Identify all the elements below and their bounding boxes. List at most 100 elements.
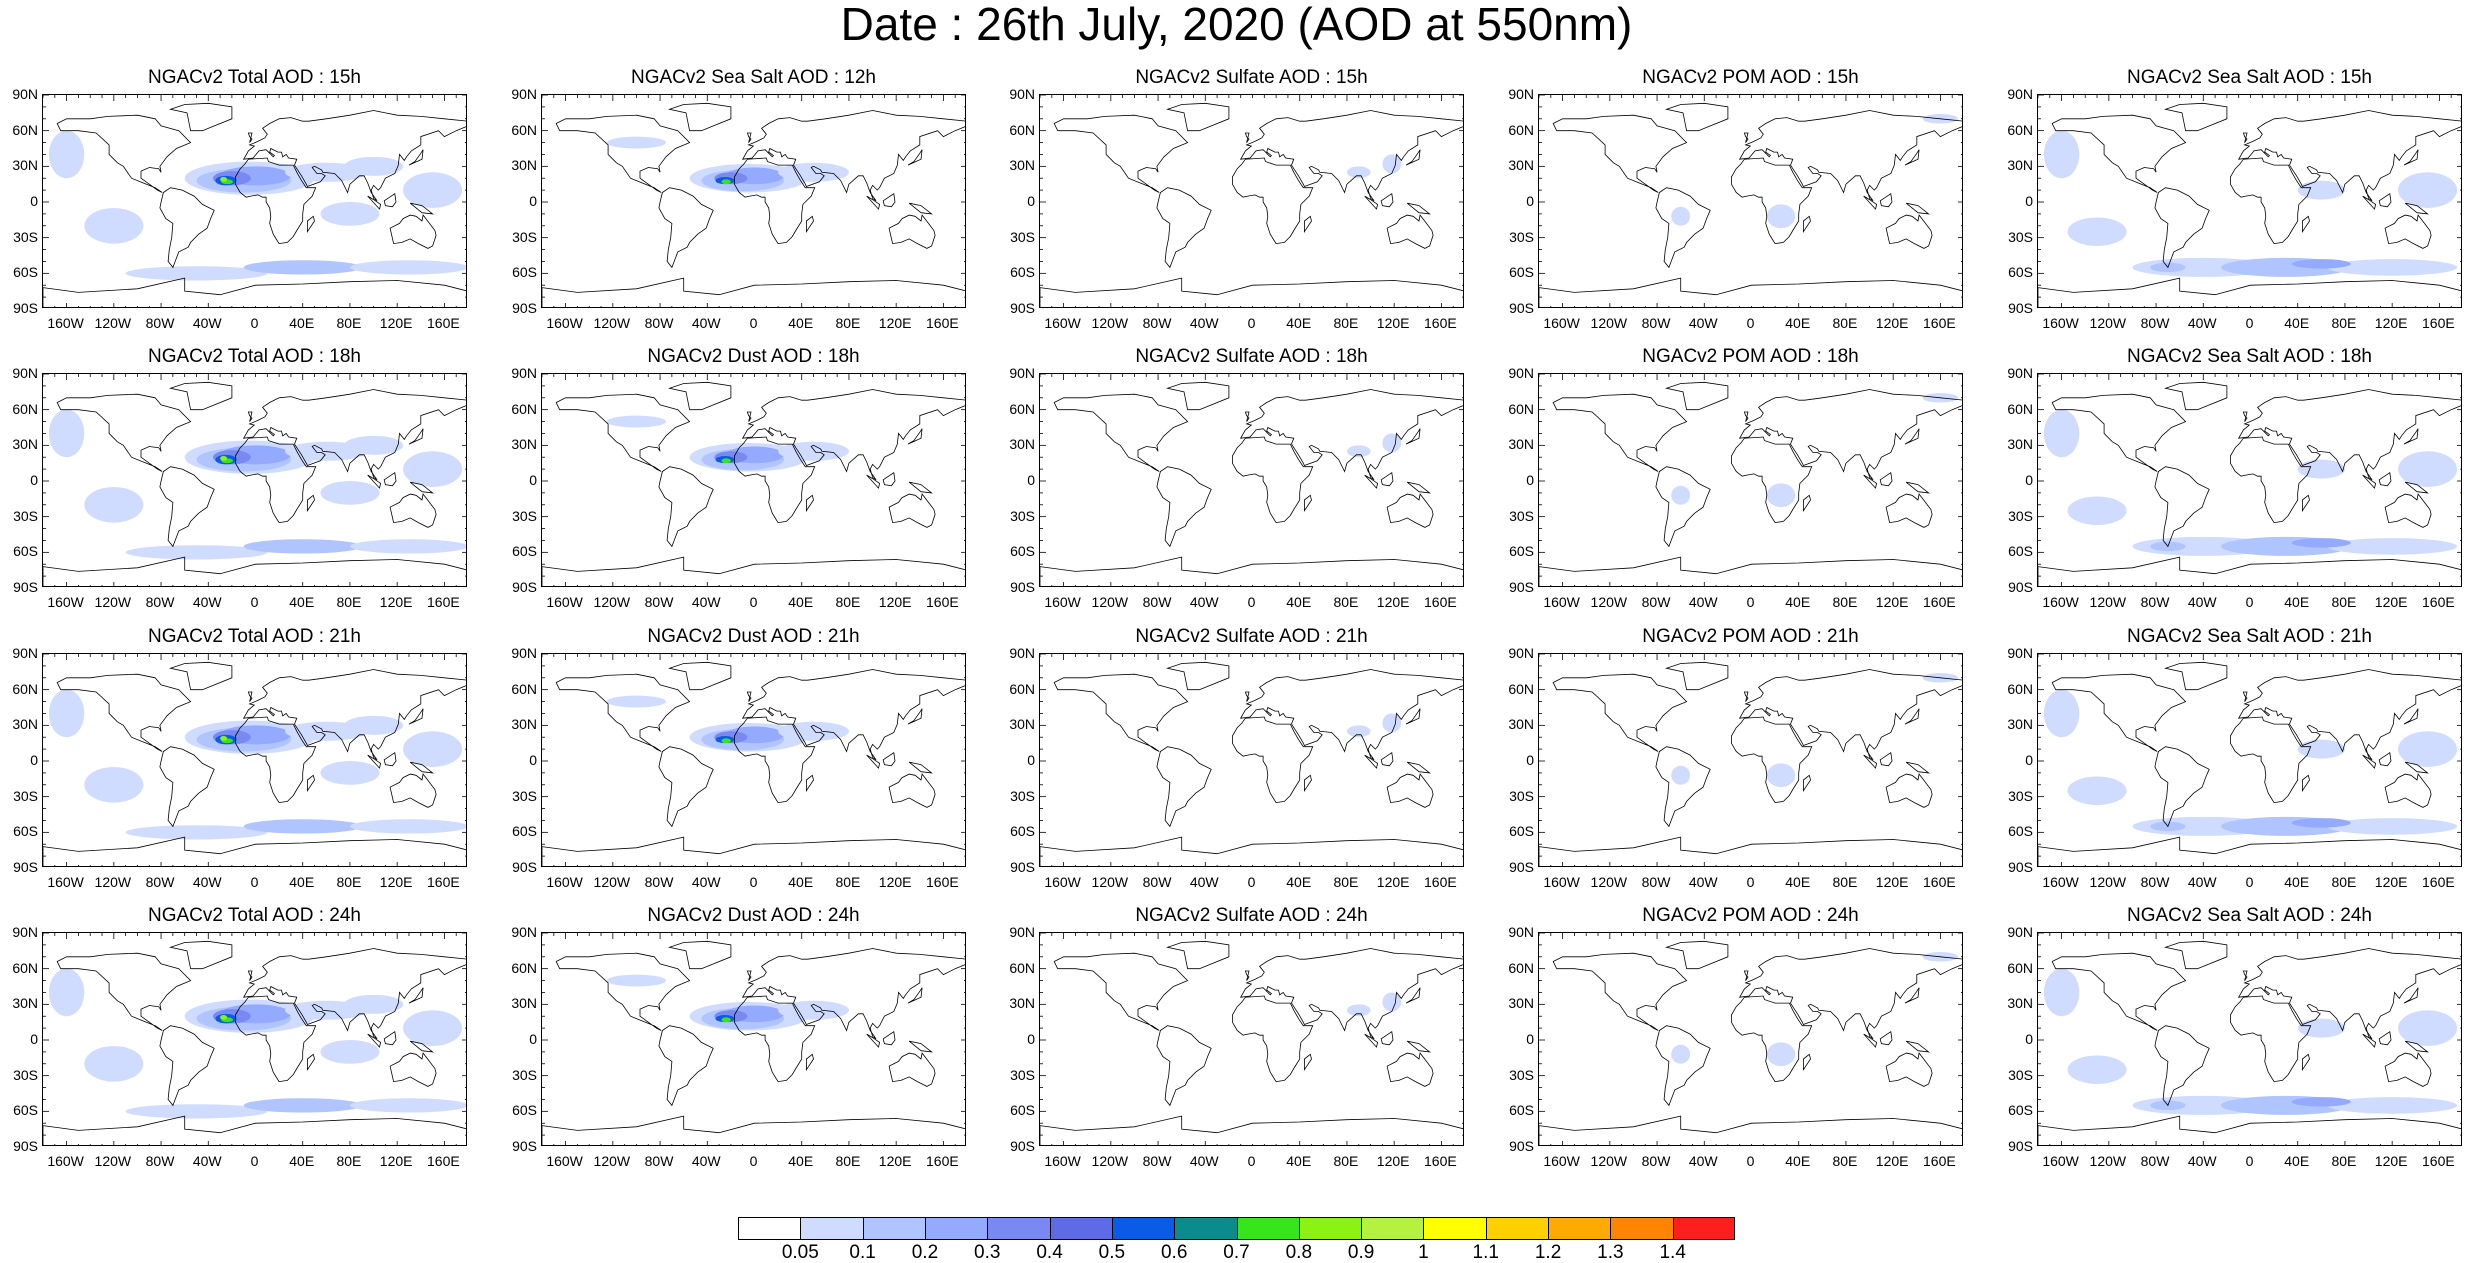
- coastline: [383, 752, 397, 767]
- latitude-tick-label: 60N: [1009, 680, 1035, 697]
- longitude-tick-label: 0: [250, 594, 259, 610]
- coastline: [2378, 752, 2392, 767]
- colorbar-swatch: [738, 1217, 801, 1240]
- map-plot-area: [2037, 373, 2462, 587]
- coastline: [2229, 716, 2312, 804]
- coastline: [1905, 761, 1930, 774]
- map-plot-area: [1039, 932, 1464, 1146]
- longitude-tick-label: 80E: [2331, 874, 2357, 890]
- latitude-tick-label: 0: [30, 1031, 38, 1047]
- coastline: [1904, 987, 1920, 1004]
- latitude-tick-label: 60S: [512, 1102, 537, 1119]
- coastline: [1405, 149, 1421, 166]
- coastline: [2404, 1040, 2429, 1053]
- latitude-tick-label: 60N: [1009, 959, 1035, 976]
- map-panel: NGACv2 Total AOD : 21h: [42, 626, 467, 906]
- aod-contour-region: [1382, 992, 1402, 1012]
- coastline: [1885, 1052, 1933, 1087]
- coastline: [746, 411, 752, 422]
- latitude-tick-label: 60N: [1508, 680, 1534, 697]
- latitude-tick-label: 0: [529, 193, 537, 209]
- coastline: [2229, 157, 2312, 245]
- coastlines: [1040, 940, 1463, 1145]
- map-panel: NGACv2 Sulfate AOD : 21h: [1039, 626, 1464, 906]
- longitude-tick-label: 40E: [1785, 594, 1811, 610]
- map-panel: NGACv2 Sulfate AOD : 15h: [1039, 67, 1464, 347]
- longitude-tick-label: 80W: [1142, 594, 1172, 610]
- coastline: [168, 102, 233, 132]
- aod-contour-region: [243, 539, 362, 554]
- aod-contour-region: [2067, 496, 2127, 525]
- latitude-tick-label: 90S: [13, 859, 38, 875]
- coastline: [367, 474, 382, 489]
- latitude-tick-label: 90S: [2008, 579, 2033, 595]
- coastline: [1040, 277, 1463, 307]
- map-plot-area: [541, 932, 966, 1146]
- world-map: [542, 654, 965, 866]
- latitude-tick-label: 90N: [2007, 924, 2033, 940]
- coastline: [733, 716, 816, 804]
- panel-title: NGACv2 POM AOD : 15h: [1642, 67, 1859, 88]
- latitude-tick-label: 90N: [2007, 86, 2033, 102]
- coastline: [2384, 214, 2432, 249]
- aod-field: [2043, 130, 2458, 277]
- coastline: [389, 214, 437, 249]
- coastline: [805, 1053, 814, 1072]
- coastline: [1743, 970, 1749, 981]
- longitude-tick-label: 80W: [2140, 1153, 2170, 1169]
- colorbar-swatch: [862, 1217, 925, 1240]
- coastline: [1165, 102, 1230, 132]
- coastline: [908, 202, 933, 215]
- longitude-tick-label: 120W: [2089, 315, 2127, 331]
- longitude-tick-label: 40W: [1189, 1153, 1219, 1169]
- latitude-tick-label: 90N: [2007, 365, 2033, 381]
- aod-contour-region: [2291, 538, 2351, 548]
- world-map: [1040, 374, 1463, 586]
- aod-contour-region: [320, 481, 380, 505]
- panel-title: NGACv2 Total AOD : 15h: [148, 67, 361, 88]
- longitude-tick-label: 40E: [1785, 1153, 1811, 1169]
- longitude-tick-label: 160W: [546, 594, 583, 610]
- coastline: [1655, 466, 1711, 548]
- coastline: [1244, 411, 1250, 422]
- coastline: [1904, 708, 1920, 725]
- coastline: [1156, 187, 1212, 269]
- latitude-tick-label: 60N: [511, 680, 537, 697]
- coastline: [1539, 1115, 1962, 1145]
- latitude-tick-label: 90N: [1508, 645, 1534, 661]
- coastline: [555, 952, 691, 1031]
- coastline: [2163, 102, 2228, 132]
- tick-marks: [43, 654, 466, 866]
- coastline: [1738, 110, 1962, 202]
- coastlines: [1539, 661, 1962, 866]
- aod-contour-region: [2398, 172, 2458, 208]
- colorbar-level-label: 0.7: [1223, 1242, 1250, 1263]
- coastline: [2403, 708, 2419, 725]
- latitude-tick-label: 0: [30, 193, 38, 209]
- longitude-tick-label: 160E: [427, 1153, 460, 1169]
- latitude-tick-label: 60N: [511, 400, 537, 417]
- longitude-tick-label: 80E: [1333, 594, 1359, 610]
- aod-contour-region: [2297, 739, 2345, 759]
- panel-title: NGACv2 Sulfate AOD : 18h: [1135, 346, 1368, 367]
- longitude-tick-label: 160E: [926, 315, 959, 331]
- latitude-tick-label: 30N: [12, 995, 38, 1012]
- coastline: [542, 556, 965, 586]
- latitude-tick-label: 0: [30, 752, 38, 768]
- colorbar-level-label: 0.3: [974, 1242, 1001, 1263]
- latitude-tick-label: 90S: [13, 579, 38, 595]
- longitude-tick-label: 0: [250, 1153, 259, 1169]
- coastline: [1053, 952, 1189, 1031]
- longitude-tick-label: 80W: [145, 315, 175, 331]
- latitude-tick-label: 90S: [1010, 300, 1035, 316]
- longitude-tick-label: 0: [1746, 315, 1755, 331]
- longitude-tick-label: 120E: [2374, 594, 2408, 610]
- latitude-tick-label: 30N: [511, 157, 537, 174]
- coastline: [56, 952, 192, 1031]
- tick-marks: [2038, 374, 2461, 586]
- coastline: [2242, 132, 2248, 143]
- latitude-tick-label: 30S: [13, 1066, 38, 1083]
- aod-contour-region: [606, 136, 666, 149]
- coastline: [658, 187, 714, 269]
- longitude-tick-label: 160E: [1424, 1153, 1457, 1169]
